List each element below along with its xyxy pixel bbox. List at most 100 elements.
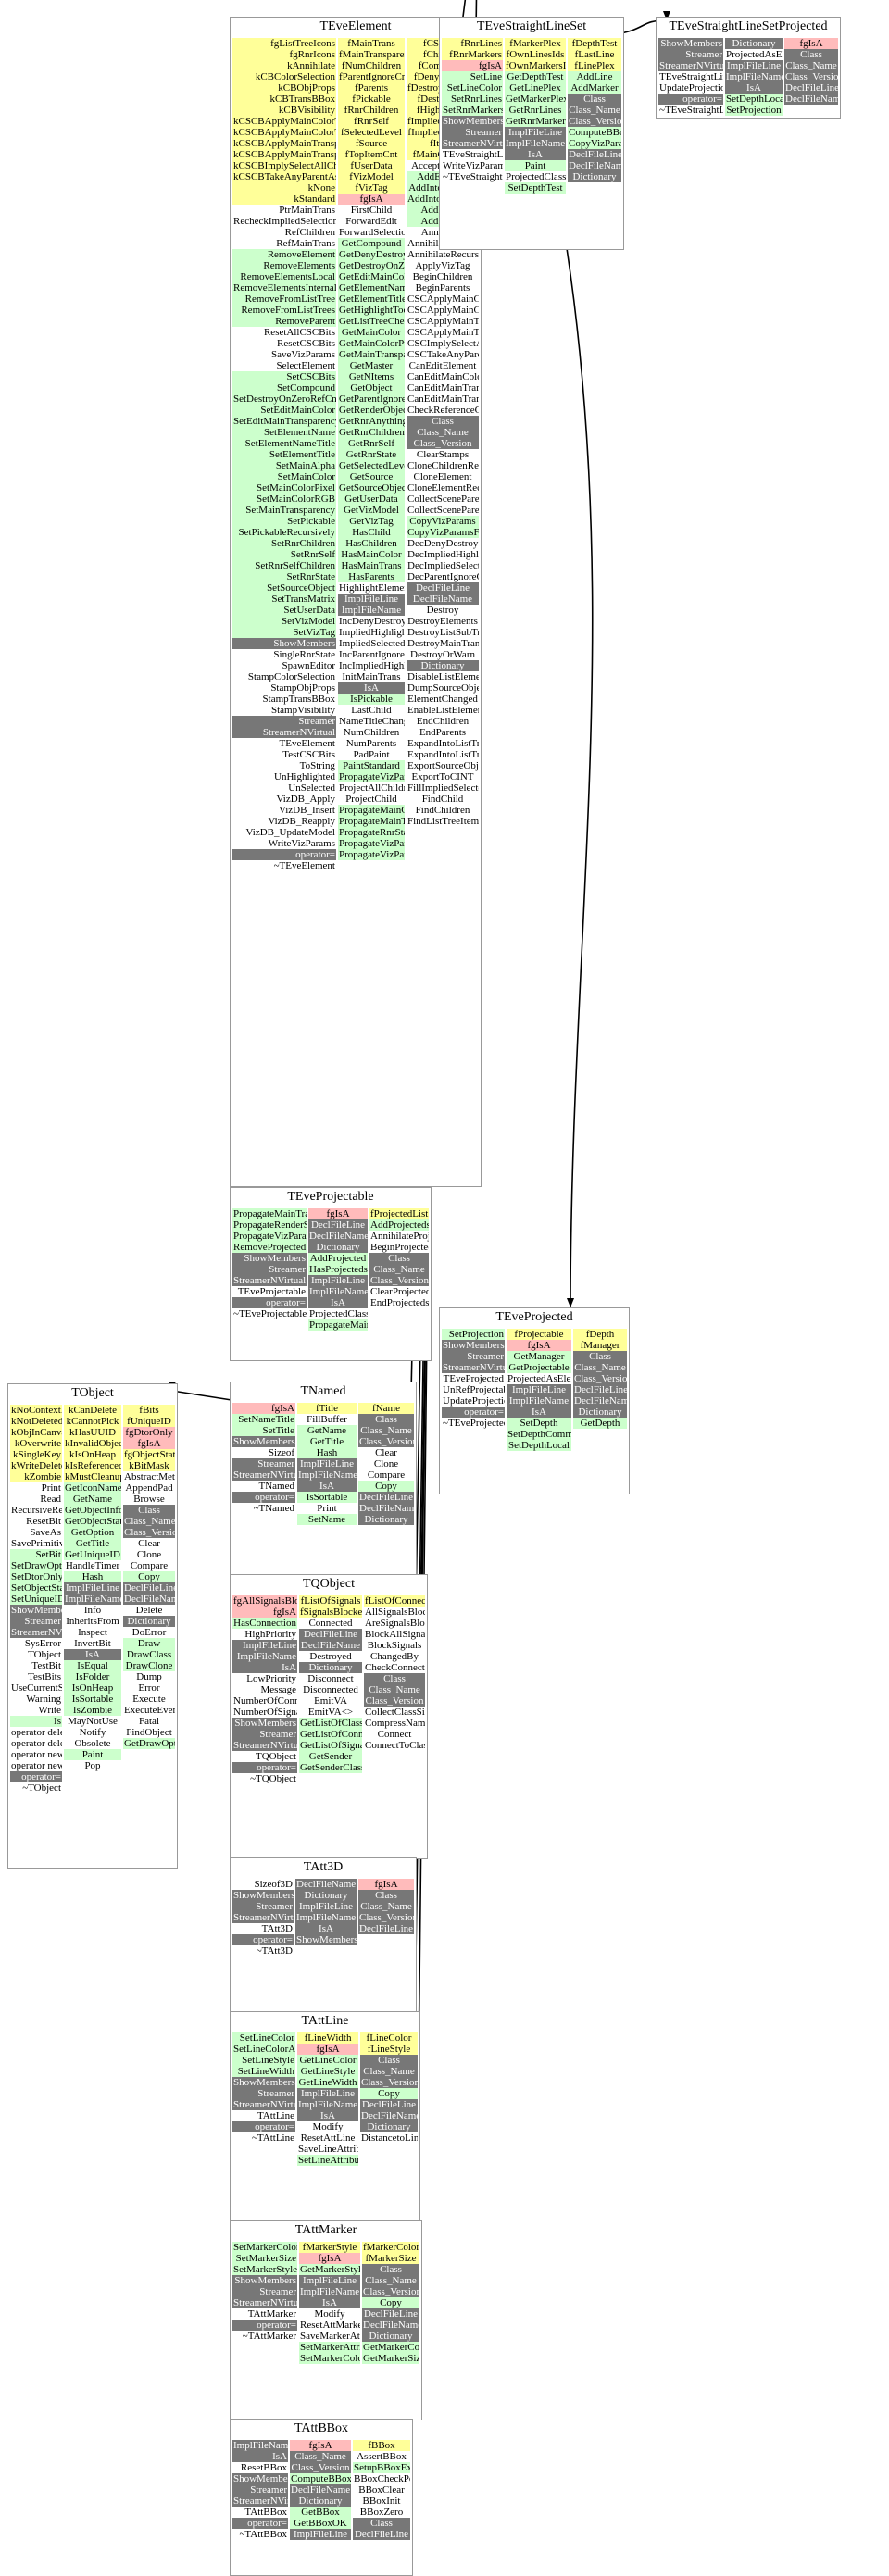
- member-cell[interactable]: kNone: [232, 182, 336, 194]
- member-cell[interactable]: Class: [568, 94, 621, 105]
- member-cell[interactable]: SetDtorOnly: [10, 1571, 62, 1582]
- member-cell[interactable]: SetRnrMarkers: [442, 105, 503, 116]
- member-cell[interactable]: fUserData: [338, 160, 405, 171]
- member-cell[interactable]: HasMainColor: [338, 549, 405, 560]
- member-cell[interactable]: fListOfConnections: [364, 1595, 425, 1607]
- member-cell[interactable]: StreamerNVirtual: [232, 1912, 294, 1923]
- member-cell[interactable]: Warning: [10, 1694, 62, 1705]
- member-cell[interactable]: StreamerNVirtual: [232, 2099, 295, 2110]
- member-cell[interactable]: kZombie: [10, 1471, 62, 1482]
- member-cell[interactable]: GetRnrState: [338, 449, 405, 460]
- member-cell[interactable]: SetDepthCommon: [507, 1429, 571, 1440]
- member-cell[interactable]: CheckReferenceCount: [407, 405, 479, 416]
- member-cell[interactable]: ProjectedClass: [505, 171, 566, 182]
- member-cell[interactable]: ~TAttMarker: [232, 2331, 297, 2342]
- member-cell[interactable]: RemoveElements: [232, 260, 336, 271]
- member-cell[interactable]: FindChildren: [407, 805, 479, 816]
- member-cell[interactable]: Dictionary: [290, 2495, 351, 2507]
- member-cell[interactable]: DecDenyDestroy: [407, 538, 479, 549]
- member-cell[interactable]: DumpSourceObject: [407, 682, 479, 694]
- member-cell[interactable]: fMainTransparency: [338, 49, 405, 60]
- member-cell[interactable]: Streamer: [232, 2088, 295, 2099]
- member-cell[interactable]: MayNotUse: [64, 1716, 121, 1727]
- member-cell[interactable]: operator=: [232, 2320, 297, 2331]
- member-cell[interactable]: ImplFileName: [297, 1469, 357, 1481]
- member-cell[interactable]: Dictionary: [360, 2121, 418, 2132]
- member-cell[interactable]: kObjInCanvas: [10, 1427, 62, 1438]
- member-cell[interactable]: ImplFileLine: [507, 1384, 571, 1395]
- member-cell[interactable]: CanEditElement: [407, 360, 479, 371]
- class-title[interactable]: TQObject: [303, 1577, 355, 1591]
- member-cell[interactable]: SetMainColorRGB: [232, 494, 336, 505]
- member-cell[interactable]: SetBit: [10, 1549, 62, 1560]
- member-cell[interactable]: BlockSignals: [364, 1640, 425, 1651]
- member-cell[interactable]: DeclFileLine: [360, 2099, 418, 2110]
- member-cell[interactable]: operator delete[]: [10, 1738, 62, 1749]
- class-title[interactable]: TEveStraightLineSet: [476, 19, 587, 33]
- member-cell[interactable]: StreamerNVirtual: [232, 2495, 288, 2507]
- member-cell[interactable]: IncDenyDestroy: [338, 616, 405, 627]
- member-cell[interactable]: ChangedBy: [364, 1651, 425, 1662]
- member-cell[interactable]: ~TAtt3D: [232, 1945, 294, 1957]
- member-cell[interactable]: IsSortable: [64, 1694, 121, 1705]
- member-cell[interactable]: ImplFileName: [299, 2286, 360, 2297]
- member-cell[interactable]: CopyVizParamsFromDB: [407, 527, 479, 538]
- member-cell[interactable]: IsA: [338, 682, 405, 694]
- member-cell[interactable]: StreamerNVirtual: [232, 1275, 307, 1286]
- member-cell[interactable]: NumParents: [338, 738, 405, 749]
- member-cell[interactable]: Browse: [123, 1494, 175, 1505]
- member-cell[interactable]: ResetBit: [10, 1516, 62, 1527]
- member-cell[interactable]: fgIsA: [297, 2044, 358, 2055]
- member-cell[interactable]: SetRnrState: [232, 571, 336, 582]
- member-cell[interactable]: StampVisibility: [232, 705, 336, 716]
- member-cell[interactable]: AnnihilateProjecteds: [369, 1231, 429, 1242]
- member-cell[interactable]: RemoveFromListTrees: [232, 305, 336, 316]
- member-cell[interactable]: SetMarkerColor: [299, 2353, 360, 2364]
- member-cell[interactable]: DeclFileLine: [573, 1384, 627, 1395]
- member-cell[interactable]: BBoxClear: [353, 2484, 410, 2495]
- member-cell[interactable]: Dictionary: [358, 1514, 414, 1525]
- member-cell[interactable]: Connect: [364, 1729, 425, 1740]
- member-cell[interactable]: EndProjecteds: [369, 1297, 429, 1308]
- member-cell[interactable]: SetElementNameTitle: [232, 438, 336, 449]
- member-cell[interactable]: GetSender: [299, 1751, 362, 1762]
- member-cell[interactable]: TNamed: [232, 1481, 295, 1492]
- member-cell[interactable]: ComputeBBox: [568, 127, 621, 138]
- class-title[interactable]: TEveProjectable: [287, 1190, 374, 1204]
- member-cell[interactable]: DisableListElements: [407, 671, 479, 682]
- member-cell[interactable]: Paint: [505, 160, 566, 171]
- member-cell[interactable]: SetDepthLocal: [507, 1440, 571, 1451]
- member-cell[interactable]: CanEditMainTrans: [407, 382, 479, 394]
- member-cell[interactable]: GetVizModel: [338, 505, 405, 516]
- member-cell[interactable]: ResetAttLine: [297, 2132, 358, 2144]
- member-cell[interactable]: GetMarkerSize: [362, 2353, 419, 2364]
- member-cell[interactable]: FillImpliedSelectedSet: [407, 782, 479, 794]
- member-cell[interactable]: CSCApplyMainColorToMatchingChildren: [407, 305, 479, 316]
- member-cell[interactable]: SetDepthLocal: [725, 94, 783, 105]
- member-cell[interactable]: ImplFileLine: [232, 1640, 297, 1651]
- member-cell[interactable]: AddLine: [568, 71, 621, 82]
- member-cell[interactable]: SetLineStyle: [232, 2055, 295, 2066]
- member-cell[interactable]: GetHighlightTooltip: [338, 305, 405, 316]
- member-cell[interactable]: ShowMembers: [232, 2473, 288, 2484]
- member-cell[interactable]: GetObject: [338, 382, 405, 394]
- member-cell[interactable]: GetRnrAnything: [338, 416, 405, 427]
- member-cell[interactable]: ImplFileName: [232, 1651, 297, 1662]
- member-cell[interactable]: PropagateRnrStateToProjecteds: [338, 827, 405, 838]
- member-cell[interactable]: ShowMembers: [232, 1890, 294, 1901]
- member-cell[interactable]: DecImpliedHighlighted: [407, 549, 479, 560]
- member-cell[interactable]: BBoxInit: [353, 2495, 410, 2507]
- member-cell[interactable]: fgIsA: [123, 1438, 175, 1449]
- member-cell[interactable]: StreamerNVirtual: [442, 138, 503, 149]
- member-cell[interactable]: TAttBBox: [232, 2507, 288, 2518]
- member-cell[interactable]: Class_Name: [364, 1684, 425, 1695]
- member-cell[interactable]: GetManager: [507, 1351, 571, 1362]
- member-cell[interactable]: CheckConnectArgs: [364, 1662, 425, 1673]
- member-cell[interactable]: operator new[]: [10, 1760, 62, 1771]
- member-cell[interactable]: Streamer: [232, 716, 336, 727]
- member-cell[interactable]: Write: [10, 1705, 62, 1716]
- member-cell[interactable]: Copy: [123, 1571, 175, 1582]
- member-cell[interactable]: fManager: [573, 1340, 627, 1351]
- member-cell[interactable]: Dictionary: [573, 1407, 627, 1418]
- member-cell[interactable]: GetTitle: [64, 1538, 121, 1549]
